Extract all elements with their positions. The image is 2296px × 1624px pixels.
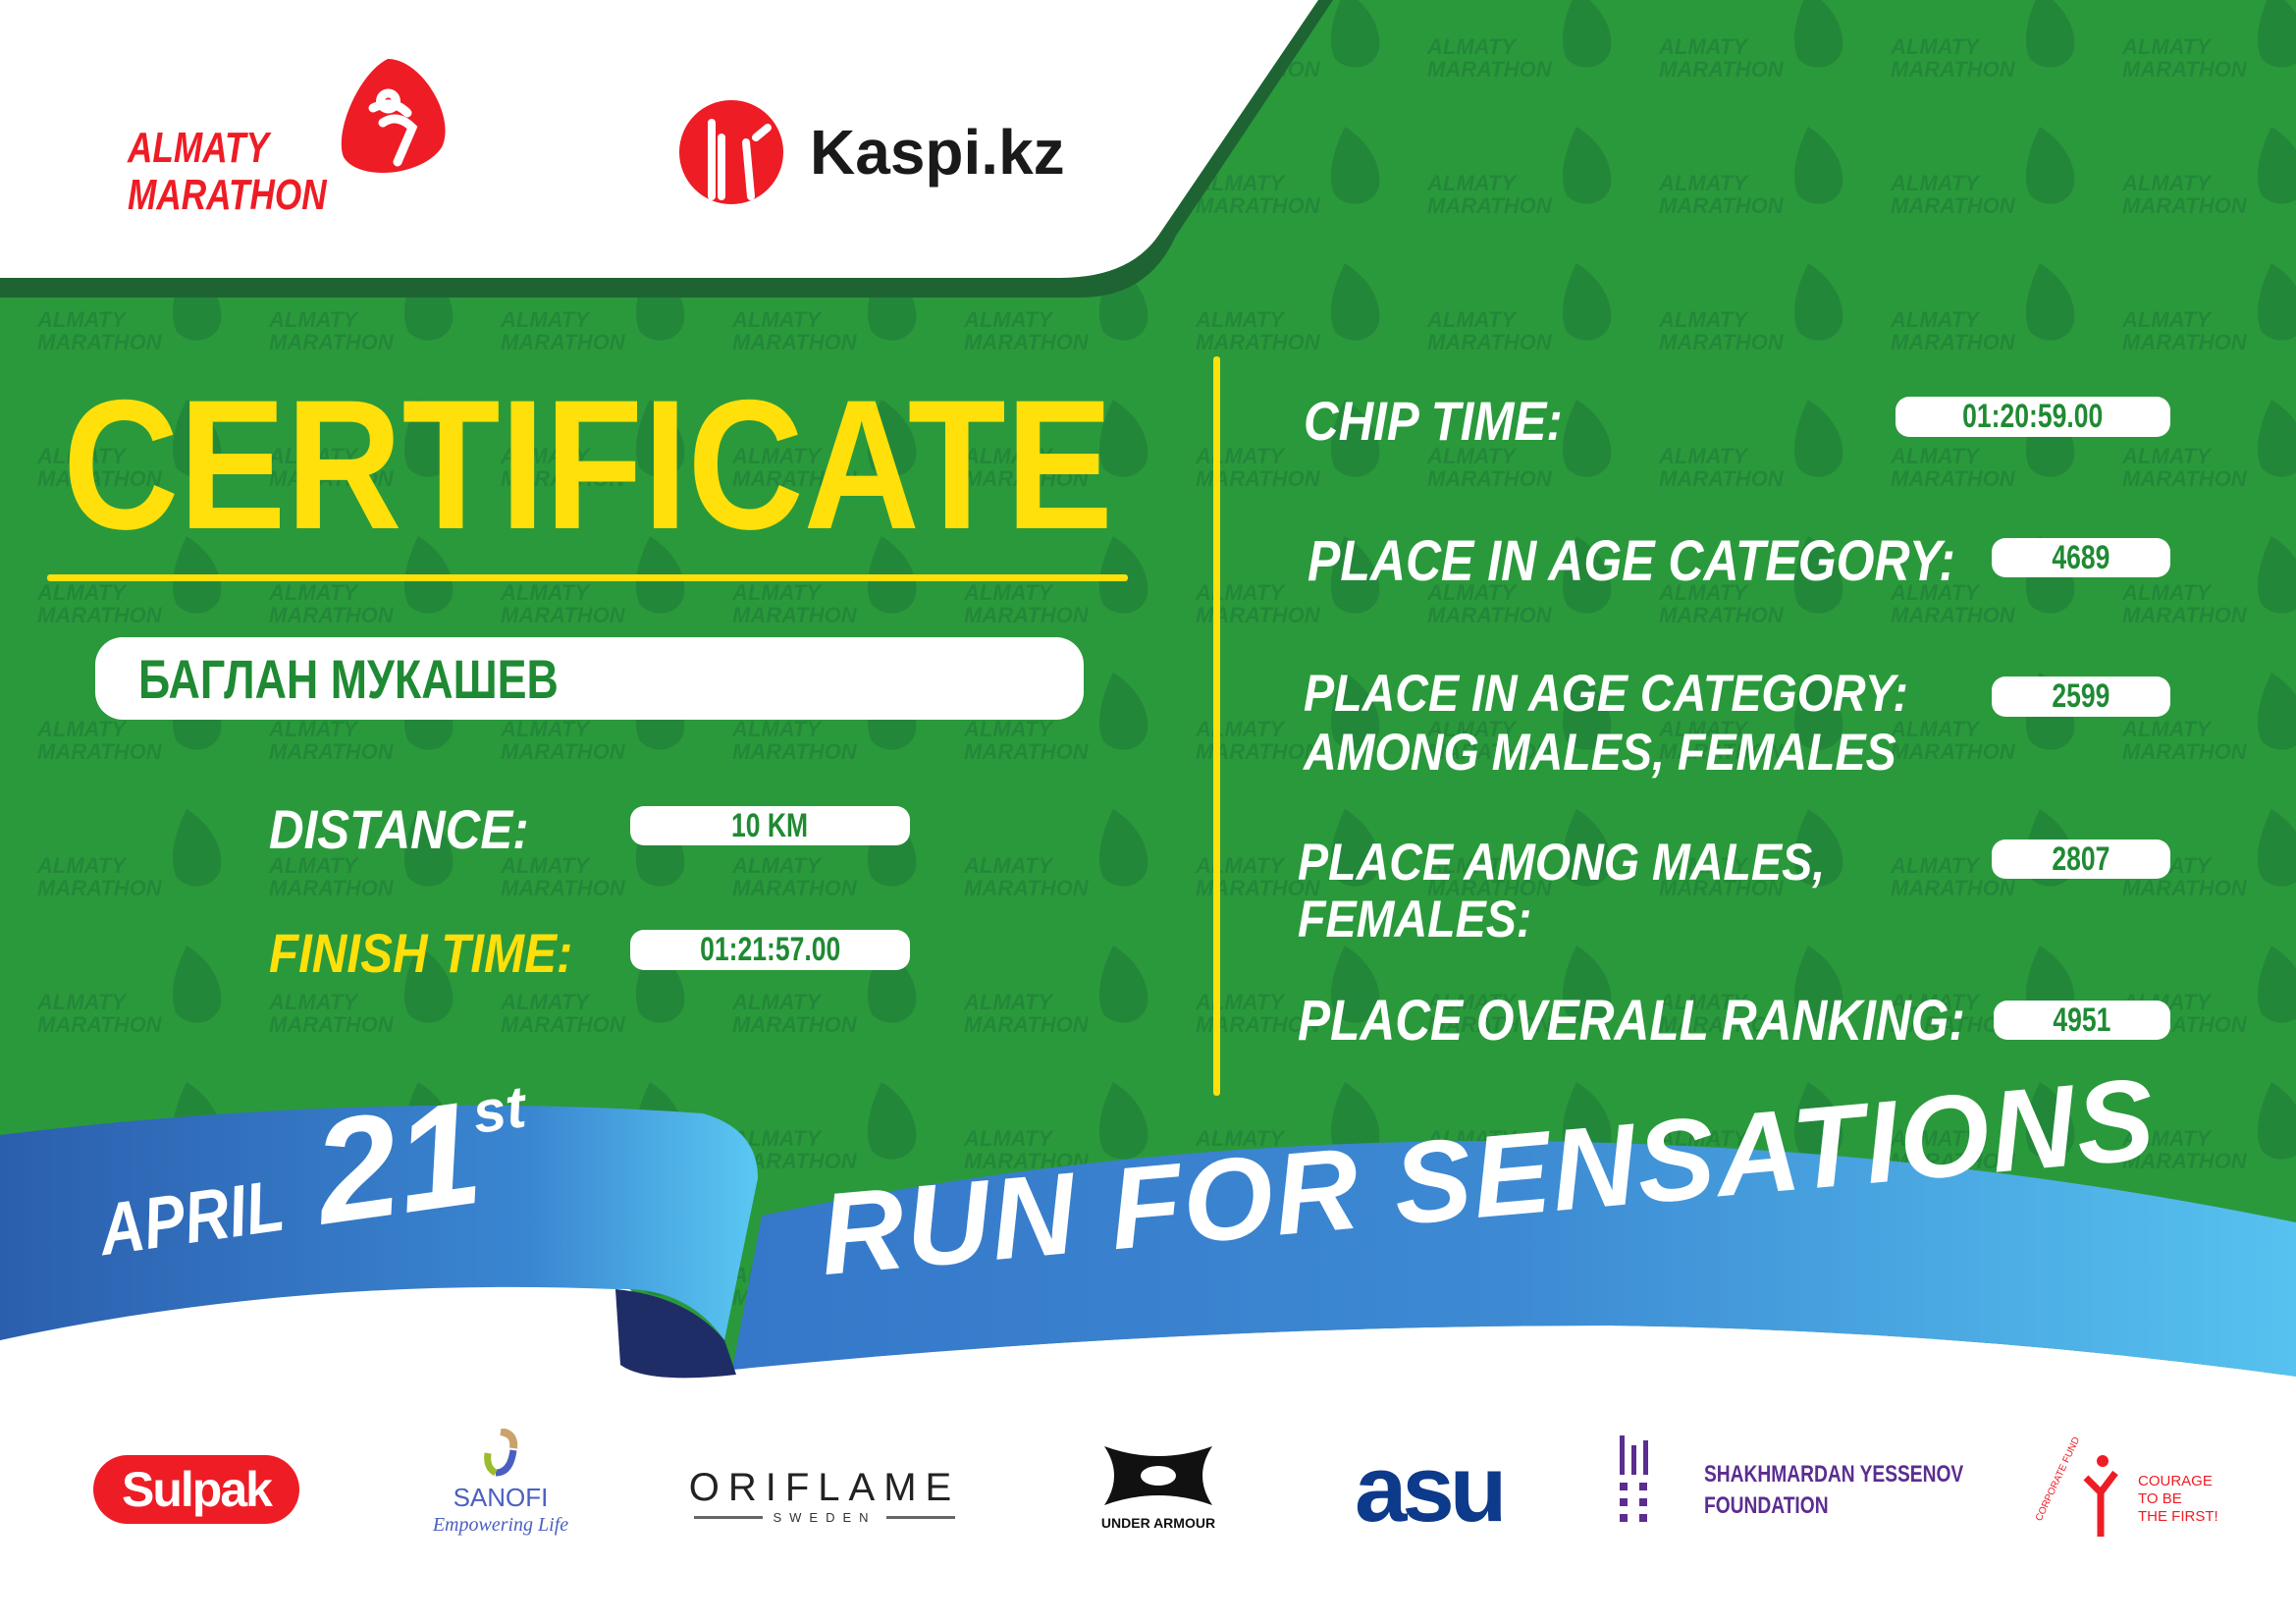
oriflame-sub: SWEDEN xyxy=(773,1510,877,1525)
age-gender-label-line2: AMONG MALES, FEMALES xyxy=(1304,724,1896,782)
header-white-panel xyxy=(0,0,1318,278)
vertical-divider xyxy=(1213,356,1220,1096)
gender-label-line1: PLACE AMONG MALES, xyxy=(1298,834,1826,892)
gender-label-line2: FEMALES: xyxy=(1298,891,1532,948)
courage-line2: TO BE xyxy=(2138,1490,2182,1507)
finish-time-label: FINISH TIME: xyxy=(269,922,573,984)
sanofi-text: SANOFI xyxy=(453,1483,549,1512)
age-category-label: PLACE IN AGE CATEGORY: xyxy=(1308,529,1955,593)
logo-text-almaty: ALMATY xyxy=(128,124,270,172)
distance-label: DISTANCE: xyxy=(269,798,529,860)
under-armour-text: UNDER ARMOUR xyxy=(1100,1515,1216,1531)
runner-name: БАГЛАН МУКАШЕВ xyxy=(138,648,559,710)
oriflame-text: ORIFLAME xyxy=(688,1466,961,1509)
yessenov-bars-icon xyxy=(1620,1435,1648,1522)
sulpak-text: Sulpak xyxy=(122,1462,273,1517)
overall-ranking-value: 4951 xyxy=(1994,1001,2170,1040)
courage-line3: THE FIRST! xyxy=(2138,1508,2218,1525)
runner-name-field: БАГЛАН МУКАШЕВ xyxy=(95,637,1084,720)
partner-yessenov-logo: SHAKHMARDAN YESSENOV FOUNDATION xyxy=(1618,1435,1971,1524)
date-day: 21 xyxy=(304,1068,491,1256)
age-gender-label-line1: PLACE IN AGE CATEGORY: xyxy=(1304,665,1908,723)
finish-time-value: 01:21:57.00 xyxy=(630,930,910,970)
ribbon-fold xyxy=(615,1289,736,1379)
partner-under-armour-logo: UNDER ARMOUR xyxy=(1075,1441,1242,1531)
overall-ranking-label: PLACE OVERALL RANKING: xyxy=(1298,989,1965,1053)
sanofi-swirl-icon xyxy=(484,1428,518,1477)
ribbon-left-band xyxy=(0,1105,758,1340)
kaspi-logo: Kaspi.kz xyxy=(677,98,1070,206)
date-month: APRIL xyxy=(93,1164,290,1272)
age-gender-value: 2599 xyxy=(1992,677,2170,717)
partner-asu-logo: asu xyxy=(1355,1436,1507,1542)
courage-line1: COURAGE xyxy=(2138,1473,2213,1489)
sanofi-tagline: Empowering Life xyxy=(432,1514,569,1536)
yessenov-line2: FOUNDATION xyxy=(1704,1492,1829,1519)
gender-value: 2807 xyxy=(1992,839,2170,879)
partner-sulpak-logo: Sulpak xyxy=(93,1455,299,1524)
runner-drop-icon xyxy=(341,59,446,174)
yessenov-line1: SHAKHMARDAN YESSENOV xyxy=(1704,1461,1964,1488)
chip-time-label: CHIP TIME: xyxy=(1304,390,1563,452)
logo-text-marathon: MARATHON xyxy=(128,171,327,219)
courage-figure-icon xyxy=(2083,1455,2118,1537)
ribbon-right-band xyxy=(732,1141,2296,1377)
partner-sanofi-logo: SANOFI Empowering Life xyxy=(412,1428,589,1546)
certificate-title: CERTIFICATE xyxy=(63,361,1113,568)
chip-time-value: 01:20:59.00 xyxy=(1896,397,2170,437)
partner-courage-fund-logo: CORPORATE FUND COURAGE TO BE THE FIRST! xyxy=(2034,1435,2218,1546)
partner-oriflame-logo: ORIFLAME SWEDEN xyxy=(687,1465,962,1525)
kaspi-people-icon xyxy=(679,100,783,204)
title-underline xyxy=(47,574,1128,581)
kaspi-wordmark: Kaspi.kz xyxy=(810,117,1065,188)
almaty-marathon-logo: ALMATY MARATHON xyxy=(128,54,461,231)
date-suffix: st xyxy=(468,1073,530,1147)
footer-white-panel xyxy=(0,1283,2296,1624)
distance-value: 10 KM xyxy=(630,806,910,845)
under-armour-icon xyxy=(1104,1446,1212,1505)
age-category-value: 4689 xyxy=(1992,538,2170,577)
